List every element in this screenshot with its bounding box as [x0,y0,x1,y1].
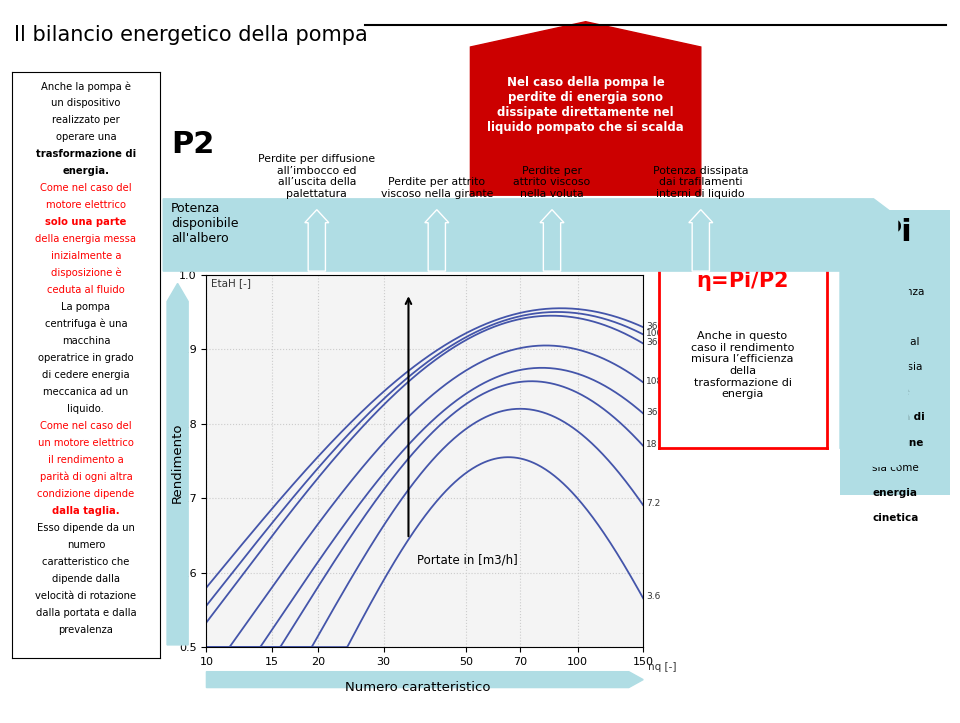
Text: liquido.: liquido. [67,403,105,414]
Text: operatrice in grado: operatrice in grado [38,353,133,363]
Text: Come nel caso del: Come nel caso del [40,421,132,431]
Text: dipende dalla: dipende dalla [52,573,120,583]
Text: $\bf{\eta}$=Pi/P2: $\bf{\eta}$=Pi/P2 [696,269,789,293]
Text: Nel caso della pompa le
perdite di energia sono
dissipate direttamente nel
liqui: Nel caso della pompa le perdite di energ… [488,76,684,134]
Text: macchina: macchina [61,336,110,346]
Text: 3.6: 3.6 [646,592,660,601]
Text: un dispositivo: un dispositivo [51,98,121,108]
Text: Portate in [m3/h]: Portate in [m3/h] [418,554,518,567]
Text: 7.2: 7.2 [646,499,660,508]
Text: dalla taglia.: dalla taglia. [52,505,120,515]
Text: trasformazione di: trasformazione di [36,149,136,159]
Text: Potenza dissipata
dai trafilamenti
interni di liquido: Potenza dissipata dai trafilamenti inter… [653,166,749,199]
Text: 18: 18 [646,440,658,449]
Text: realizzato per: realizzato per [52,115,120,125]
Text: velocità di rotazione: velocità di rotazione [36,591,136,601]
Text: sia come: sia come [872,463,919,473]
Text: condizione dipende: condizione dipende [37,489,134,499]
Text: Anche in questo
caso il rendimento
misura l’efficienza
della
trasformazione di
e: Anche in questo caso il rendimento misur… [691,331,794,399]
Text: liquido sia: liquido sia [869,362,922,372]
Text: Come nel caso del: Come nel caso del [40,183,132,193]
Text: 36000: 36000 [646,322,675,331]
Text: 1000: 1000 [646,330,669,338]
Text: il rendimento a: il rendimento a [48,455,124,465]
Text: inizialmente a: inizialmente a [51,251,121,261]
Text: ceduta al: ceduta al [871,337,920,347]
Text: Rendimento: Rendimento [171,422,184,503]
Text: numero: numero [67,539,105,549]
Text: caratteristico che: caratteristico che [42,557,130,567]
Text: nq [-]: nq [-] [648,662,676,672]
Text: Numero caratteristico: Numero caratteristico [345,681,491,694]
Text: parità di ogni altra: parità di ogni altra [39,471,132,482]
Text: Potenza
disponibile
all'albero: Potenza disponibile all'albero [171,202,238,245]
Text: ceduta al fluido: ceduta al fluido [47,285,125,295]
Text: della energia messa: della energia messa [36,234,136,244]
Text: Anche la pompa è: Anche la pompa è [41,81,131,92]
Text: Esso dipende da un: Esso dipende da un [37,523,134,533]
Text: motore elettrico: motore elettrico [46,200,126,210]
Text: dalla portata e dalla: dalla portata e dalla [36,607,136,617]
Text: 360: 360 [646,338,663,347]
Text: pressione: pressione [867,437,924,448]
Text: operare una: operare una [56,132,116,142]
Text: viene: viene [881,312,909,322]
Text: Perdite per diffusione
all’imbocco ed
all’uscita della
palettatura: Perdite per diffusione all’imbocco ed al… [258,154,375,199]
Text: energia: energia [873,488,918,498]
Text: Il bilancio energetico della pompa: Il bilancio energetico della pompa [14,25,368,46]
Text: centrifuga è una: centrifuga è una [44,319,128,330]
Text: energia.: energia. [62,166,109,176]
Text: Pi: Pi [878,218,912,247]
Text: disposizione è: disposizione è [51,268,121,278]
Text: cinetica: cinetica [872,513,919,523]
Polygon shape [163,199,898,466]
Text: come: come [881,388,909,398]
Text: La pompa: La pompa [61,302,110,312]
Text: EtaH [-]: EtaH [-] [211,278,251,288]
Text: prevalenza: prevalenza [59,625,113,635]
Polygon shape [470,22,701,195]
Text: meccanica ad un: meccanica ad un [43,387,129,397]
Text: P2: P2 [171,130,214,159]
Text: 36: 36 [646,408,658,417]
Text: Perdite per
attrito viscoso
nella voluta: Perdite per attrito viscoso nella voluta [514,166,590,199]
Text: 108: 108 [646,377,663,386]
Text: solo una parte: solo una parte [45,217,127,227]
Text: di cedere energia: di cedere energia [42,369,130,380]
Text: Perdite per attrito
viscoso nella girante: Perdite per attrito viscoso nella girant… [380,177,493,199]
Text: energia di: energia di [865,412,925,422]
Text: un motore elettrico: un motore elettrico [38,437,133,448]
Text: La potenza: La potenza [867,287,924,296]
